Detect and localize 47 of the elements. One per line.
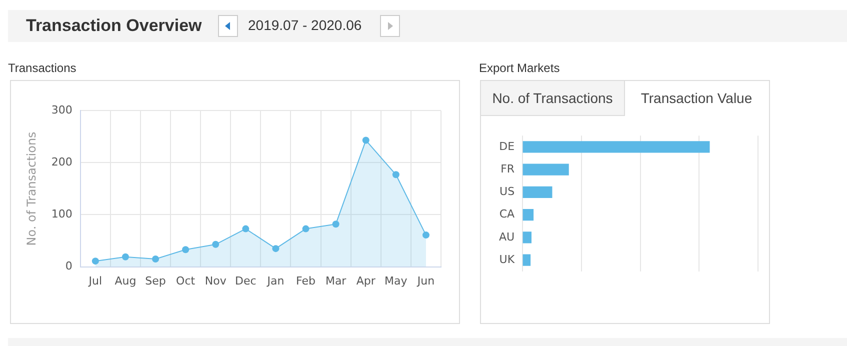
text: 2019.07 - 2020.06 [248, 17, 362, 33]
point [122, 253, 129, 260]
y-tick-label: UK [499, 252, 516, 266]
bar [522, 232, 532, 244]
x-tick-label: Oct [176, 274, 196, 288]
x-tick-label: Jul [88, 274, 102, 288]
text: No. of Transactions [481, 81, 625, 116]
y-tick-label: 300 [51, 103, 72, 116]
point [212, 240, 220, 248]
x-tick-label: Sep [145, 274, 166, 288]
x-tick-label: Dec [235, 274, 256, 288]
point [392, 171, 400, 178]
x-tick-label: May [384, 274, 408, 288]
point [182, 246, 190, 254]
x-tick-label: Jan [266, 274, 284, 288]
chart-title: Export Markets [479, 61, 560, 75]
x-tick-label: Feb [296, 274, 316, 288]
y-tick-label: 200 [51, 156, 72, 169]
y-tick-label: FR [500, 162, 515, 176]
point [92, 258, 99, 265]
point [332, 220, 340, 228]
x-tick-label: Aug [114, 274, 136, 288]
x-tick-label: Mar [325, 274, 347, 288]
text: Transaction Overview [26, 16, 202, 36]
chart-title: Transactions [8, 61, 76, 75]
y-tick-label: US [500, 185, 515, 198]
text: Transaction Value [640, 89, 754, 108]
point [302, 225, 310, 232]
y-tick-label: 100 [51, 208, 72, 221]
bar [522, 208, 534, 221]
x-tick-label: Nov [204, 274, 227, 288]
y-tick-label: CA [499, 208, 516, 221]
bar [522, 254, 531, 266]
y-tick-label: AU [499, 230, 515, 244]
point [422, 232, 430, 239]
x-tick-label: Jun [416, 274, 435, 288]
x-tick-label: Apr [356, 274, 376, 288]
y-axis-title: No. of Transactions [24, 132, 38, 246]
bar [522, 141, 710, 153]
y-tick-label: DE [499, 140, 515, 153]
y-tick-label: 0 [65, 260, 72, 273]
point [272, 245, 280, 252]
point [152, 255, 160, 262]
bar [522, 186, 552, 198]
point [362, 136, 370, 144]
bar [522, 164, 569, 176]
point [242, 225, 250, 232]
